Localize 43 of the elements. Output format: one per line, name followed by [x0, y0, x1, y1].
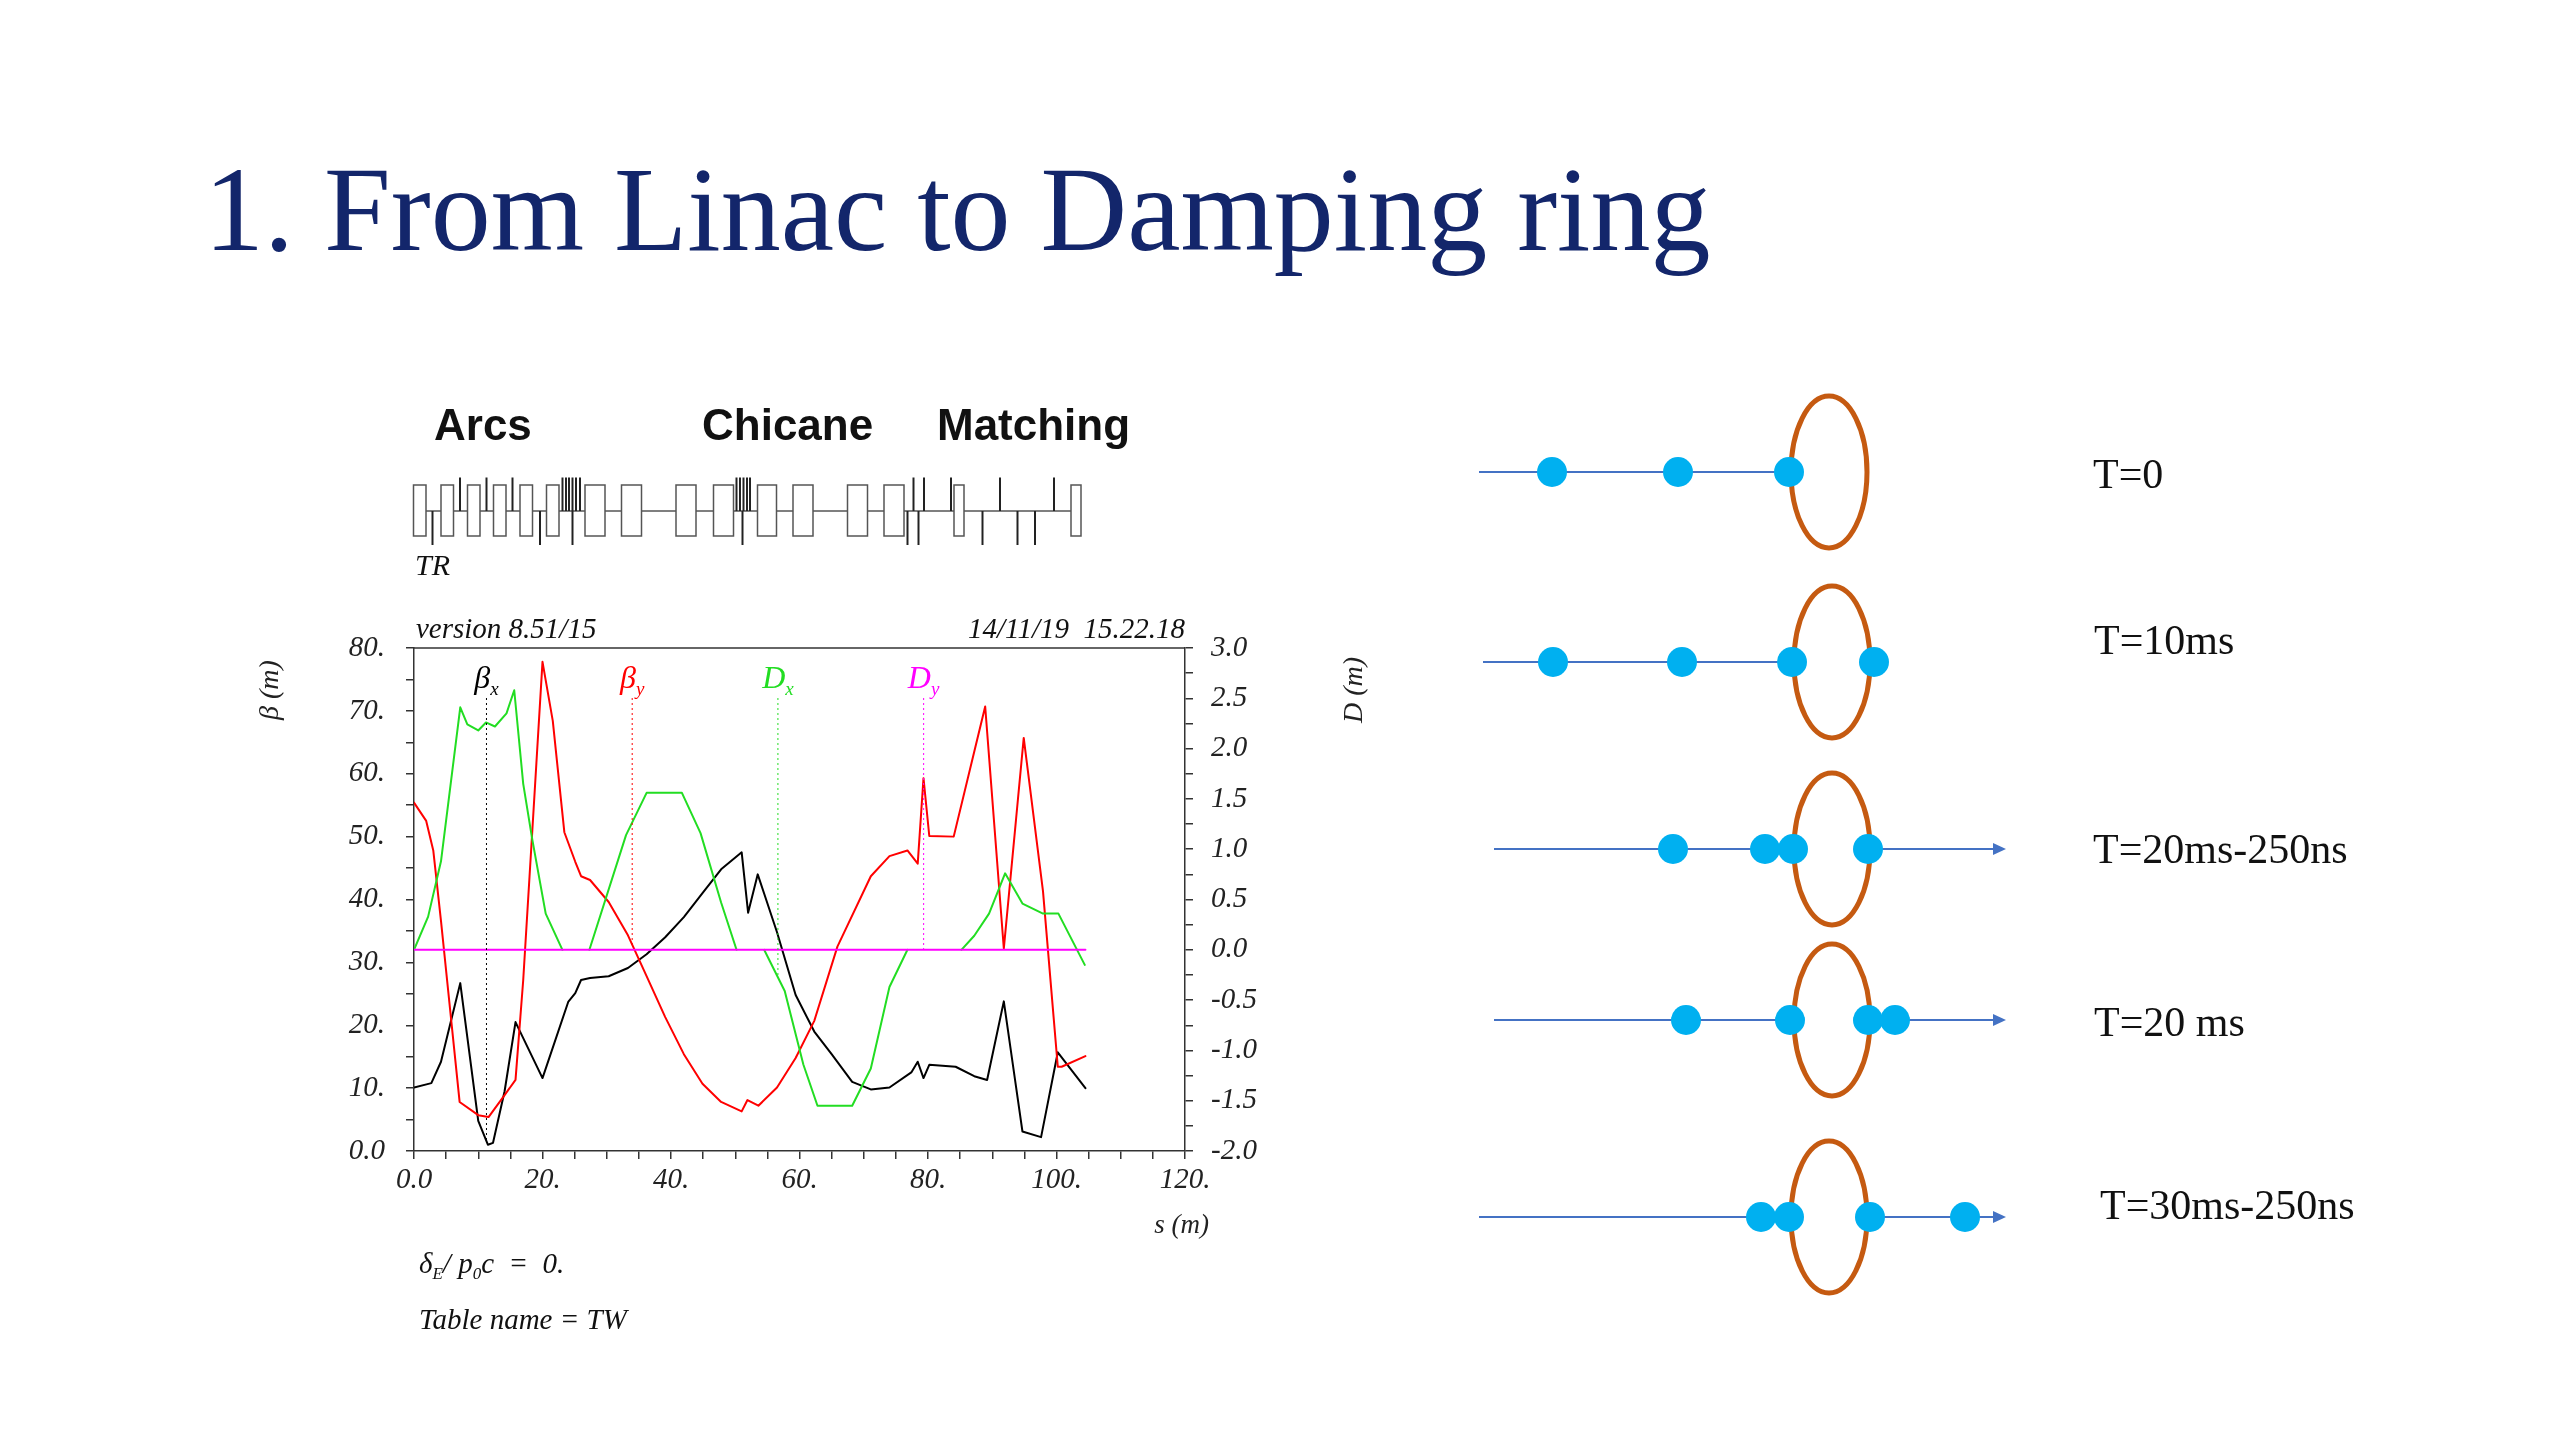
- y-tick-label: 30.: [347, 944, 385, 976]
- chart-title: 1. From Linac to Damping ring: [204, 143, 1711, 276]
- x-tick-label: 20.: [524, 1162, 561, 1195]
- y2-axis-title: D (m): [1337, 656, 1368, 725]
- text: T=10ms: [2094, 616, 2235, 665]
- y2-tick-label: -1.0: [1211, 1032, 1258, 1065]
- text: T=20 ms: [2094, 998, 2245, 1047]
- x-tick-label: 0.0: [395, 1162, 433, 1195]
- x-tick-label: 120.: [1159, 1162, 1211, 1195]
- y-tick-label: 0.0: [348, 1132, 386, 1165]
- text: Table name = TW: [419, 1303, 630, 1335]
- x-axis-title: s (m): [1154, 1209, 1210, 1239]
- y2-tick-label: 1.5: [1211, 780, 1248, 813]
- y2-tick-label: 0.0: [1211, 931, 1248, 964]
- y-tick-label: 60.: [348, 755, 385, 788]
- y2-tick-label: -0.5: [1211, 981, 1257, 1014]
- y2-tick-label: 3.0: [1210, 629, 1248, 662]
- y2-tick-label: 1.0: [1211, 830, 1248, 863]
- text: T=30ms-250ns: [2100, 1181, 2355, 1230]
- y-tick-label: 20.: [348, 1006, 385, 1039]
- x-tick-label: 100.: [1031, 1162, 1082, 1195]
- text: Chicane: [702, 400, 874, 449]
- x-tick-label: 60.: [781, 1162, 818, 1195]
- y-tick-label: 80.: [348, 629, 385, 662]
- text: T=20ms-250ns: [2093, 825, 2348, 874]
- text: Arcs: [434, 400, 532, 449]
- y-tick-label: 40.: [348, 881, 385, 914]
- text: version 8.51/15: [416, 612, 597, 644]
- y-tick-label: 50.: [348, 818, 385, 851]
- text: Matching: [937, 400, 1131, 449]
- y-tick-label: 10.: [348, 1069, 385, 1102]
- y-tick-label: 70.: [348, 692, 385, 725]
- y2-tick-label: 0.5: [1211, 881, 1248, 914]
- y2-tick-label: 2.0: [1211, 730, 1248, 763]
- x-tick-label: 80.: [909, 1162, 947, 1195]
- text: 14/11/19 15.22.18: [968, 612, 1186, 644]
- y2-tick-label: 2.5: [1211, 679, 1248, 712]
- y-axis-title: β (m): [253, 660, 284, 721]
- text: TR: [415, 548, 451, 581]
- text: T=0: [2093, 450, 2164, 499]
- y2-tick-label: -2.0: [1211, 1132, 1258, 1165]
- y2-tick-label: -1.5: [1211, 1082, 1257, 1115]
- x-tick-label: 40.: [652, 1162, 690, 1195]
